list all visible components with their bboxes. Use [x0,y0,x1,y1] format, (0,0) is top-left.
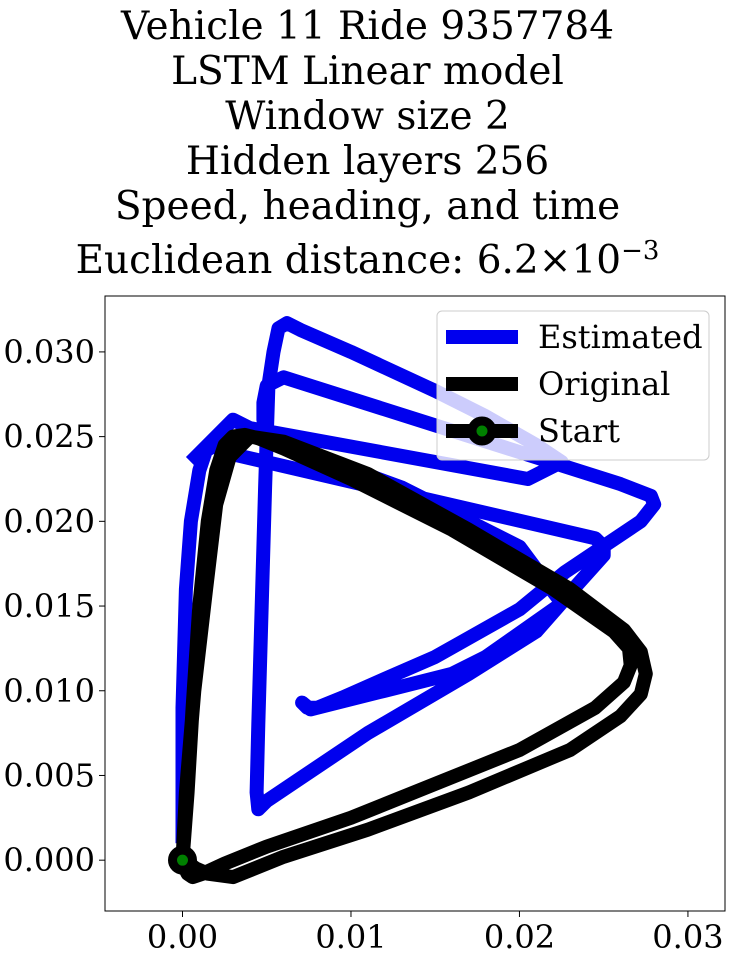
title-line-3: Window size 2 [225,94,510,139]
y-tick-label: 0.000 [3,841,95,879]
y-tick-label: 0.010 [3,672,95,710]
metric-base: 10 [571,238,622,283]
axes-layer: 0.00 0.01 0.02 0.03 0.000 0.005 0.010 0.015 0.02… [3,333,723,956]
x-tick-label: 0.02 [484,918,555,956]
y-tick-label: 0.020 [3,502,95,540]
title-line-5: Speed, heading, and time [114,184,621,229]
y-tick-label: 0.030 [3,333,95,371]
series-line-estimated [175,316,662,844]
legend-label-original: Original [538,365,670,403]
legend-label-estimated: Estimated [538,318,703,356]
x-tick-label: 0.00 [147,918,218,956]
metric-exponent: −3 [621,236,660,266]
series-layer [168,316,662,885]
chart-title: Vehicle 11 Ride 9357784 LSTM Linear mode… [0,4,735,283]
y-tick-label: 0.005 [3,756,95,794]
metric-label: Euclidean distance: [75,238,477,283]
y-tick-label: 0.015 [3,587,95,625]
series-line-original [175,427,653,885]
legend-start-marker [467,416,497,446]
x-tick-label: 0.03 [652,918,723,956]
title-line-2: LSTM Linear model [171,49,564,94]
title-line-4: Hidden layers 256 [185,139,550,184]
plot-frame [104,295,726,912]
legend-box [436,310,710,461]
y-tick-label: 0.025 [3,418,95,456]
x-tick-label: 0.01 [315,918,386,956]
start-marker [168,845,197,875]
legend: Estimated Original Start [436,310,710,461]
title-line-1: Vehicle 11 Ride 9357784 [120,4,615,49]
metric-times: × [538,238,572,283]
title-line-6: Euclidean distance: 6.2×10−3 [0,229,735,283]
legend-label-start: Start [538,412,620,450]
metric-mantissa: 6.2 [476,238,539,283]
